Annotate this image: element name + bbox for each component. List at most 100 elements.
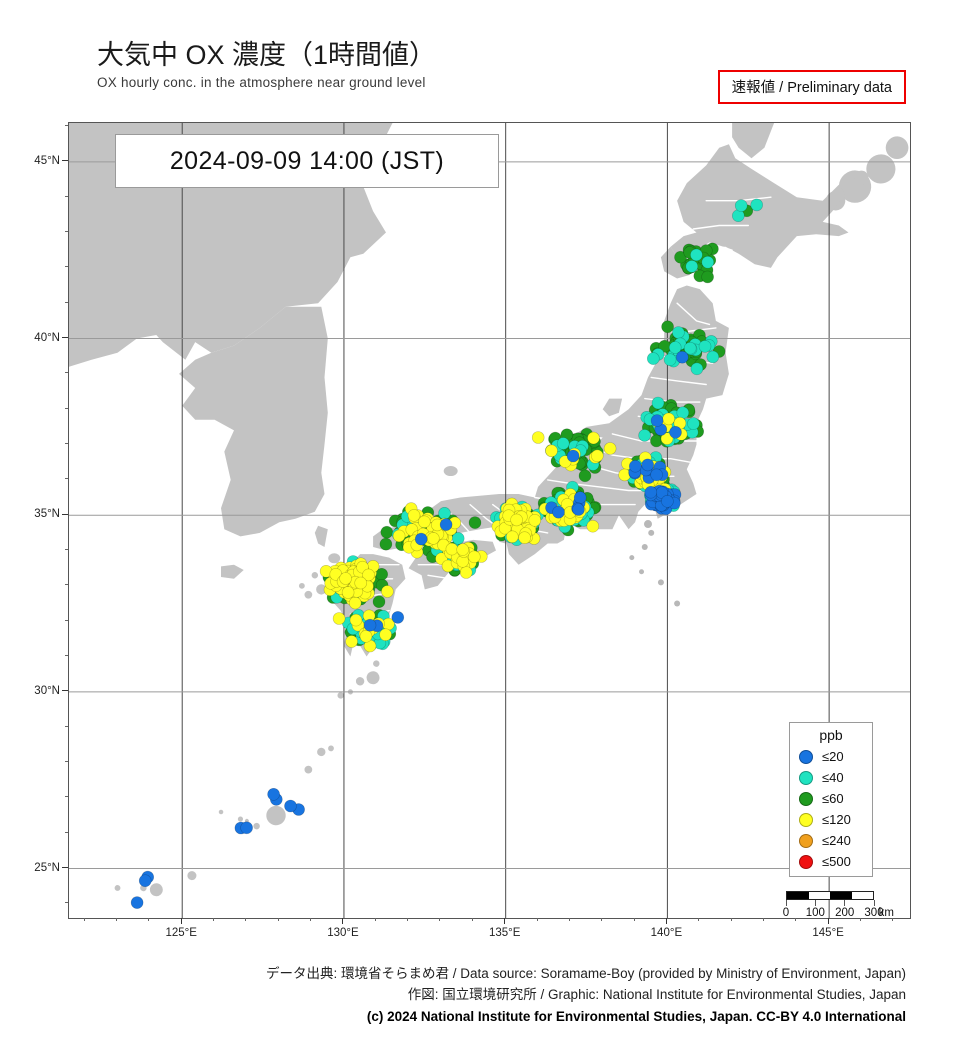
x-axis-tick-145: 145°E xyxy=(812,927,844,939)
legend-item[interactable]: ≤20 xyxy=(790,746,872,767)
x-axis-minor-tick xyxy=(245,918,247,921)
page-title: 大気中 OX 濃度（1時間値） xyxy=(97,40,437,70)
y-axis-tick-mark xyxy=(62,513,68,515)
legend-label: ≤60 xyxy=(822,790,844,806)
timestamp-box: 2024-09-09 14:00 (JST) xyxy=(115,134,499,188)
page-subtitle: OX hourly conc. in the atmosphere near g… xyxy=(97,75,426,90)
legend-swatch-icon xyxy=(799,791,813,806)
scale-bar: 0 100 200 300 km xyxy=(782,891,894,921)
scale-bar-label: 100 xyxy=(805,907,825,919)
y-axis-minor-tick xyxy=(65,796,68,798)
y-axis-minor-tick xyxy=(65,761,68,763)
y-axis-minor-tick xyxy=(65,725,68,727)
x-axis-minor-tick xyxy=(439,918,441,921)
x-axis-minor-tick xyxy=(374,918,376,921)
x-axis-minor-tick xyxy=(116,918,118,921)
scale-bar-segment xyxy=(808,892,830,899)
scale-bar-labels: 0 100 200 300 km xyxy=(782,907,894,921)
footer-graphic-line: 作図: 国立環境研究所 / Graphic: National Institut… xyxy=(407,987,906,1002)
legend-swatch-icon xyxy=(799,770,813,785)
legend-label: ≤500 xyxy=(822,853,851,869)
x-axis-minor-tick xyxy=(83,918,85,921)
x-axis-tick-mark xyxy=(827,918,829,924)
preliminary-data-badge: 速報値 / Preliminary data xyxy=(717,70,906,104)
legend-swatch-icon xyxy=(799,833,813,848)
legend-label: ≤120 xyxy=(822,811,851,827)
x-axis-minor-tick xyxy=(730,918,732,921)
y-axis-tick-mark xyxy=(62,160,68,162)
scale-bar-label: 200 xyxy=(835,907,855,919)
x-axis-minor-tick xyxy=(859,918,861,921)
y-axis-minor-tick xyxy=(65,443,68,445)
legend-item[interactable]: ≤500 xyxy=(790,851,872,872)
x-axis-minor-tick xyxy=(601,918,603,921)
y-axis-minor-tick xyxy=(65,125,68,127)
y-axis-minor-tick xyxy=(65,372,68,374)
x-axis-tick-mark xyxy=(665,918,667,924)
scale-bar-unit: km xyxy=(878,907,894,919)
x-axis-minor-tick xyxy=(407,918,409,921)
y-axis-tick-25: 25°N xyxy=(34,861,60,874)
x-axis-minor-tick xyxy=(892,918,894,921)
y-axis-tick-45: 45°N xyxy=(34,154,60,167)
legend-label: ≤20 xyxy=(822,748,844,764)
x-axis-minor-tick xyxy=(277,918,279,921)
x-axis-minor-tick xyxy=(698,918,700,921)
legend-label: ≤240 xyxy=(822,832,851,848)
y-axis-minor-tick xyxy=(65,902,68,904)
legend-swatch-icon xyxy=(799,812,813,827)
y-axis-minor-tick xyxy=(65,301,68,303)
legend-rows: ≤20 ≤40 ≤60 ≤120 ≤240 ≤500 xyxy=(790,746,872,872)
y-axis-tick-mark xyxy=(62,690,68,692)
legend-item[interactable]: ≤120 xyxy=(790,809,872,830)
y-axis-minor-tick xyxy=(65,584,68,586)
x-axis-minor-tick xyxy=(568,918,570,921)
legend-item[interactable]: ≤240 xyxy=(790,830,872,851)
x-axis-minor-tick xyxy=(148,918,150,921)
x-axis-minor-tick xyxy=(795,918,797,921)
legend-swatch-icon xyxy=(799,854,813,869)
y-axis-tick-35: 35°N xyxy=(34,508,60,521)
x-axis-minor-tick xyxy=(536,918,538,921)
x-axis-tick-mark xyxy=(504,918,506,924)
scale-bar-label: 300 xyxy=(864,907,884,919)
scale-bar-segment xyxy=(787,892,809,899)
y-axis-minor-tick xyxy=(65,266,68,268)
y-axis-minor-tick xyxy=(65,549,68,551)
y-axis-tick-mark xyxy=(62,337,68,339)
x-axis-minor-tick xyxy=(310,918,312,921)
footer: データ出典: 環境省そらまめ君 / Data source: Soramame-… xyxy=(0,963,980,1029)
y-axis-tick-30: 30°N xyxy=(34,684,60,697)
legend-swatch-icon xyxy=(799,749,813,764)
map-canvas xyxy=(69,123,910,918)
y-axis-minor-tick xyxy=(65,619,68,621)
x-axis-minor-tick xyxy=(633,918,635,921)
scale-bar-tick xyxy=(844,900,846,906)
legend-title: ppb xyxy=(819,727,843,743)
scale-bar-tick xyxy=(785,900,787,906)
scale-bar-ticks xyxy=(785,900,875,906)
scale-bar-label: 0 xyxy=(782,907,790,919)
legend-item[interactable]: ≤40 xyxy=(790,767,872,788)
footer-copyright: (c) 2024 National Institute for Environm… xyxy=(366,1009,906,1024)
timestamp-label: 2024-09-09 14:00 (JST) xyxy=(169,146,445,175)
x-axis-minor-tick xyxy=(213,918,215,921)
map-frame[interactable] xyxy=(68,122,911,919)
scale-bar-tick xyxy=(814,900,816,906)
x-axis-tick-mark xyxy=(342,918,344,924)
scale-bar-tick xyxy=(873,900,875,906)
x-axis-tick-130: 130°E xyxy=(327,927,359,939)
y-axis-minor-tick xyxy=(65,195,68,197)
legend-item[interactable]: ≤60 xyxy=(790,788,872,809)
y-axis-minor-tick xyxy=(65,231,68,233)
x-axis-minor-tick xyxy=(471,918,473,921)
legend: ppb ≤20 ≤40 ≤60 ≤120 ≤240 ≤500 xyxy=(789,722,873,877)
x-axis-tick-135: 135°E xyxy=(488,927,521,939)
scale-bar-segments xyxy=(786,891,874,900)
footer-source-line: データ出典: 環境省そらまめ君 / Data source: Soramame-… xyxy=(266,966,906,981)
x-axis-tick-140: 140°E xyxy=(650,927,683,939)
y-axis-minor-tick xyxy=(65,655,68,657)
x-axis-tick-125: 125°E xyxy=(165,927,197,939)
y-axis-tick-40: 40°N xyxy=(34,331,60,344)
